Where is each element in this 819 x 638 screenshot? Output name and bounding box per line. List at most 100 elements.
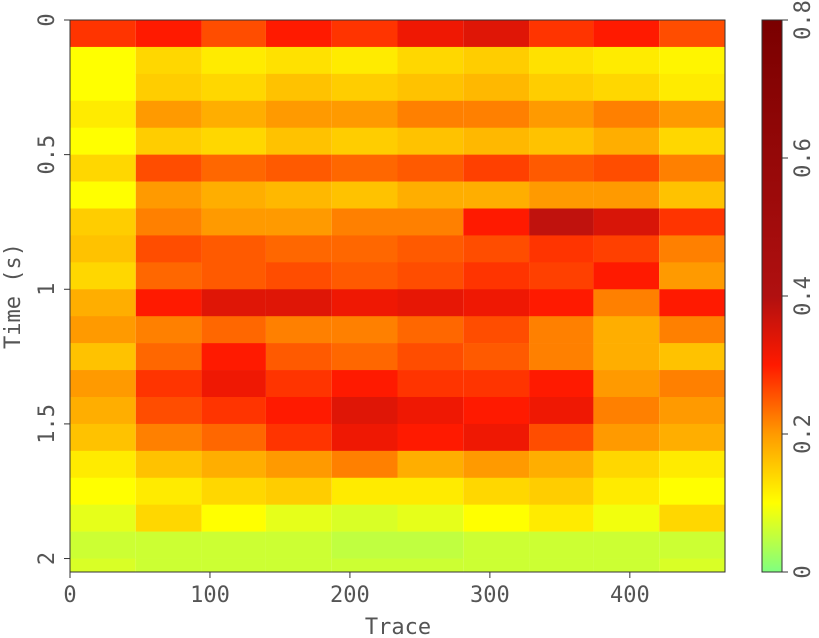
heatmap-cell (593, 127, 660, 155)
heatmap-cell (463, 343, 530, 371)
heatmap-cell (201, 262, 266, 290)
y-axis-label: Time (s) (1, 243, 26, 349)
heatmap-cell (70, 73, 136, 102)
heatmap-cell (463, 262, 530, 290)
heatmap-cell (331, 73, 398, 102)
colorbar-tick-label: 0.6 (791, 138, 816, 178)
heatmap-cell (593, 235, 660, 263)
heatmap-cell (593, 450, 660, 479)
heatmap-cell (265, 235, 332, 263)
heatmap-cell (397, 100, 464, 129)
heatmap-cell (463, 316, 530, 344)
heatmap-cell (463, 450, 530, 479)
heatmap-cell (593, 46, 660, 75)
heatmap-cell (201, 154, 266, 182)
heatmap-cell (659, 46, 725, 75)
heatmap-cell (593, 558, 660, 573)
heatmap-cell (135, 477, 202, 505)
heatmap-cell (463, 396, 530, 425)
heatmap-cell (463, 370, 530, 398)
heatmap-cell (463, 181, 530, 209)
heatmap-cell (593, 289, 660, 317)
heatmap-cell (135, 558, 202, 573)
heatmap-cell (463, 208, 530, 236)
heatmap-cell (331, 558, 398, 573)
y-tick-label: 1 (35, 283, 60, 296)
heatmap-cell (70, 396, 136, 425)
heatmap-cell (135, 316, 202, 344)
heatmap-cell (201, 46, 266, 75)
heatmap-cell (265, 477, 332, 505)
heatmap-cell (659, 73, 725, 102)
heatmap-cell (201, 531, 266, 559)
heatmap-cell (659, 181, 725, 209)
heatmap-cell (70, 181, 136, 209)
heatmap-cell (529, 20, 594, 48)
heatmap-cell (331, 450, 398, 479)
heatmap-cell (201, 477, 266, 505)
heatmap-cell (135, 262, 202, 290)
heatmap-cell (659, 450, 725, 479)
heatmap-cell (331, 396, 398, 425)
heatmap-cell (201, 20, 266, 48)
heatmap-cell (265, 316, 332, 344)
heatmap-cell (659, 20, 725, 48)
heatmap-cell (70, 343, 136, 371)
heatmap-cell (397, 235, 464, 263)
heatmap-cell (397, 127, 464, 155)
heatmap-cell (201, 370, 266, 398)
heatmap-cell (529, 558, 594, 573)
heatmap-cell (135, 289, 202, 317)
heatmap-cell (529, 262, 594, 290)
heatmap-cell (463, 154, 530, 182)
heatmap-cell (659, 208, 725, 236)
heatmap-cell (331, 289, 398, 317)
heatmap-cell (331, 477, 398, 505)
heatmap-cell (201, 558, 266, 573)
heatmap-cell (265, 208, 332, 236)
heatmap-cell (397, 154, 464, 182)
heatmap-cell (397, 370, 464, 398)
heatmap-cell (201, 423, 266, 452)
heatmap-cell (331, 423, 398, 452)
heatmap-cell (265, 370, 332, 398)
heatmap-cell (593, 181, 660, 209)
heatmap-cell (135, 504, 202, 532)
heatmap-cell (135, 46, 202, 75)
heatmap-cell (201, 181, 266, 209)
heatmap-cell (593, 343, 660, 371)
heatmap-cell (70, 423, 136, 452)
heatmap-cell (659, 531, 725, 559)
heatmap-cell (70, 289, 136, 317)
heatmap-cell (265, 450, 332, 479)
heatmap-cell (201, 450, 266, 479)
heatmap-cell (659, 504, 725, 532)
heatmap-cell (397, 46, 464, 75)
heatmap-cell (463, 46, 530, 75)
heatmap-cell (463, 235, 530, 263)
heatmap-cell (201, 73, 266, 102)
colorbar-tick-label: 0.2 (791, 414, 816, 454)
heatmap-cell (593, 262, 660, 290)
heatmap-cell (529, 531, 594, 559)
heatmap-cell (265, 531, 332, 559)
heatmap-cell (593, 477, 660, 505)
heatmap-cell (529, 181, 594, 209)
heatmap-cell (135, 343, 202, 371)
heatmap-cell (265, 100, 332, 129)
heatmap-cell (201, 343, 266, 371)
heatmap-cell (201, 235, 266, 263)
heatmap-cell (463, 73, 530, 102)
heatmap-cell (593, 73, 660, 102)
x-axis-label: Trace (365, 615, 431, 638)
heatmap-cell (135, 235, 202, 263)
heatmap-cell (659, 370, 725, 398)
heatmap-cell (70, 262, 136, 290)
heatmap-cell (529, 100, 594, 129)
y-tick-label: 1.5 (35, 404, 60, 444)
heatmap-cell (135, 370, 202, 398)
heatmap-cell (135, 127, 202, 155)
heatmap-cell (529, 477, 594, 505)
heatmap-cell (397, 396, 464, 425)
